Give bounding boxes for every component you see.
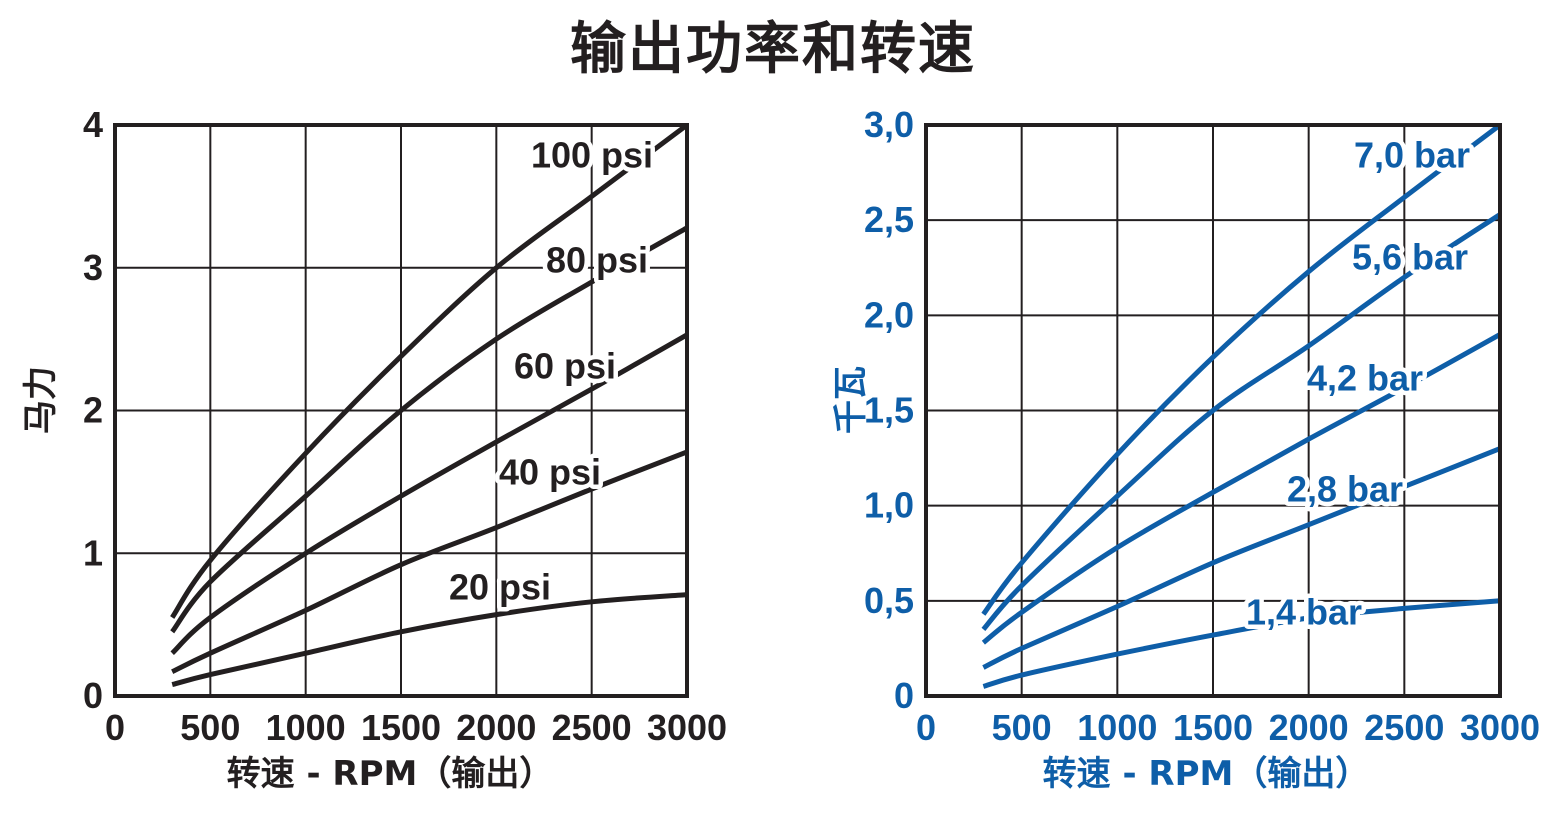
series-label: 4,2 bar [1307, 358, 1423, 399]
x-tick-label: 2500 [1364, 707, 1444, 748]
x-tick-label: 1500 [1173, 707, 1253, 748]
y-tick-label: 3,0 [864, 104, 914, 145]
series-label: 40 psi [499, 452, 601, 493]
y-tick-label: 2 [83, 390, 103, 431]
series-line-80-psi [170, 225, 689, 634]
y-axis-title: 马力 [21, 366, 61, 434]
series-line-4-2-bar [981, 332, 1502, 645]
x-tick-label: 1000 [1077, 707, 1157, 748]
x-tick-label: 2500 [552, 707, 632, 748]
page-title: 输出功率和转速 [570, 17, 976, 82]
y-tick-label: 1 [83, 532, 103, 573]
y-tick-label: 4 [83, 104, 103, 145]
x-axis-title: 转速 - RPM（输出） [227, 754, 554, 794]
series-line-60-psi [170, 332, 689, 656]
series-label: 60 psi [514, 346, 616, 387]
series-line-40-psi [171, 449, 688, 674]
x-tick-label: 2000 [1269, 707, 1349, 748]
series-label: 1,4 bar [1246, 592, 1362, 633]
x-tick-label: 1000 [266, 707, 346, 748]
chart-1: 100 psi 80 psi 60 psi 40 psi 20 psi 0 500 1000 1… [21, 104, 727, 794]
series-label: 20 psi [449, 567, 551, 608]
y-tick-label: 2,0 [864, 294, 914, 335]
x-tick-label: 500 [992, 707, 1052, 748]
series-label: 7,0 bar [1354, 135, 1470, 176]
series-label: 100 psi [531, 135, 653, 176]
y-tick-label: 0 [83, 675, 103, 716]
y-axis-title: 千瓦 [831, 366, 871, 434]
x-axis-title: 转速 - RPM（输出） [1043, 754, 1370, 794]
y-tick-label: 2,5 [864, 199, 914, 240]
series-line-5-6-bar [981, 212, 1502, 632]
series-line-1-4-bar [982, 598, 1501, 689]
x-tick-label: 3000 [1460, 707, 1540, 748]
x-tick-label: 3000 [647, 707, 727, 748]
series-label: 2,8 bar [1287, 469, 1403, 510]
series-line-100-psi [170, 122, 689, 619]
x-tick-label: 1500 [361, 707, 441, 748]
series-line-2-8-bar [982, 446, 1501, 670]
x-tick-label: 500 [180, 707, 240, 748]
x-tick-label: 2000 [456, 707, 536, 748]
series-label: 80 psi [546, 240, 648, 281]
series-line-20-psi [171, 592, 688, 688]
y-tick-label: 3 [83, 247, 103, 288]
y-tick-label: 1,0 [864, 485, 914, 526]
plot-frame [924, 123, 1502, 698]
x-tick-label: 0 [916, 707, 936, 748]
x-tick-label: 0 [105, 707, 125, 748]
series-line-7-0-bar [981, 123, 1502, 616]
y-tick-label: 1,5 [864, 390, 914, 431]
y-tick-label: 0,5 [864, 580, 914, 621]
y-tick-label: 0 [894, 675, 914, 716]
series-label: 5,6 bar [1352, 237, 1468, 278]
chart-2: 7,0 bar 5,6 bar 4,2 bar 2,8 bar 1,4 bar 0 500 1… [831, 104, 1540, 794]
plot-frame [113, 123, 689, 698]
